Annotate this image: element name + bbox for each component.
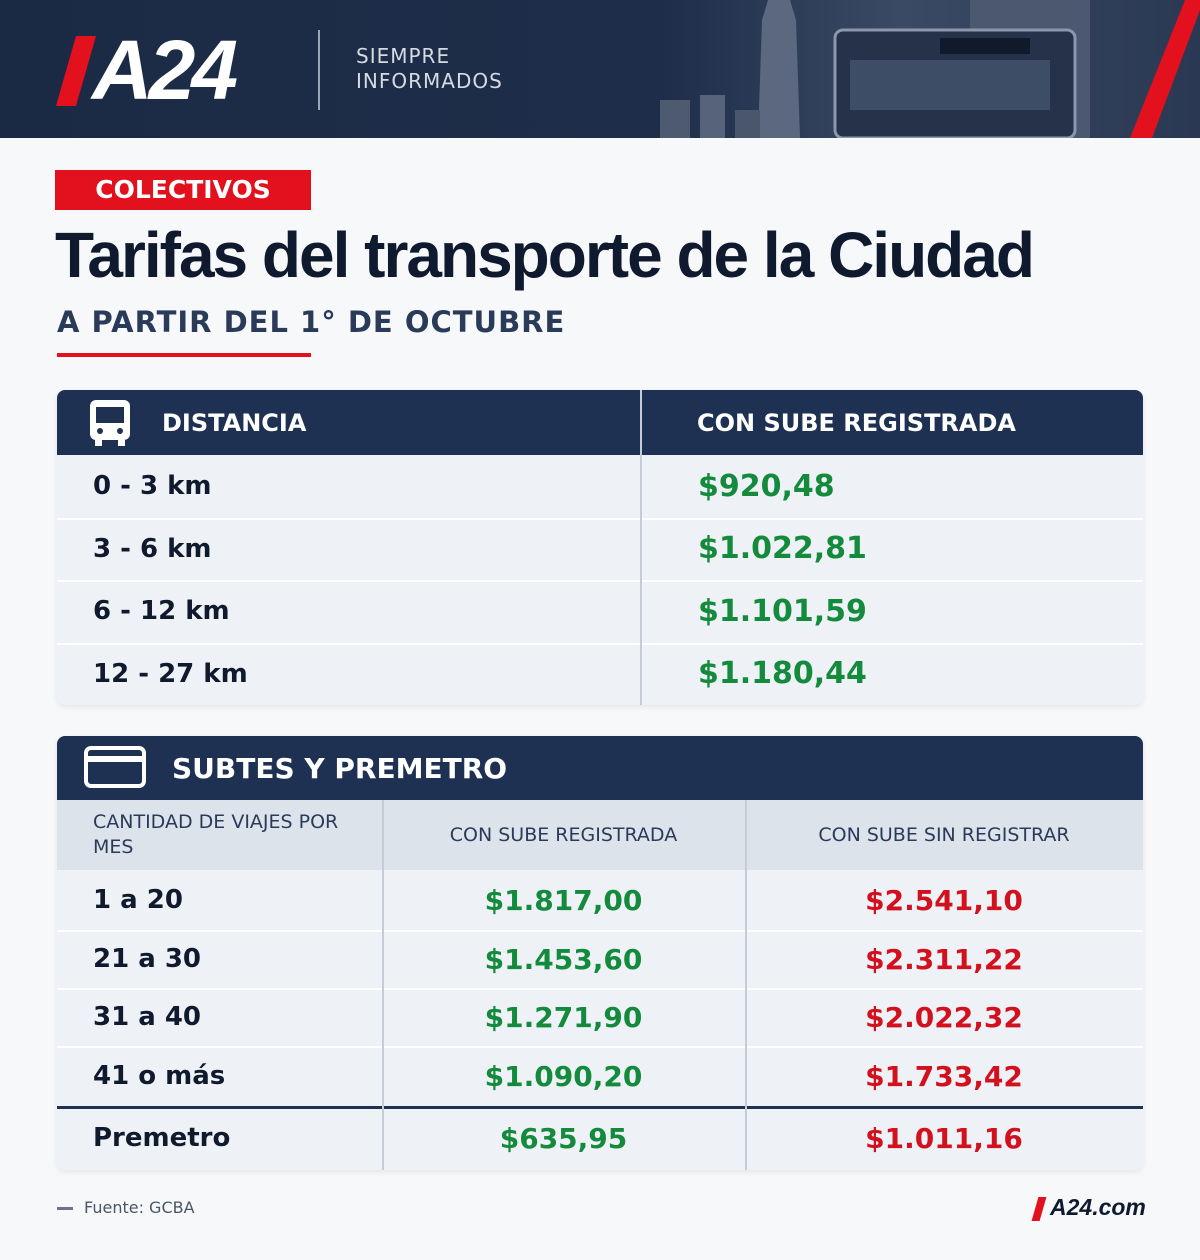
fare: $1.022,81 [698, 531, 867, 566]
source-dash [57, 1207, 73, 1210]
bus-table: DISTANCIA CON SUBE REGISTRADA 0 - 3 km $920… [57, 390, 1143, 705]
brand: A24.com [1050, 1194, 1146, 1220]
fare-registered: $1.453,60 [484, 942, 643, 976]
header-art [660, 0, 1200, 138]
section-title: SUBTES Y PREMETRO [172, 751, 508, 785]
fare-registered: $1.271,90 [484, 1000, 643, 1034]
row-divider [57, 1046, 1143, 1048]
row-divider [57, 930, 1143, 932]
subway-table: SUBTES Y PREMETRO CANTIDAD DE VIAJES POR … [57, 736, 1143, 1170]
fare-unregistered: $1.011,16 [865, 1121, 1023, 1155]
column-header: DISTANCIA [162, 408, 307, 437]
row-divider [57, 642, 1143, 645]
separator [318, 30, 320, 110]
trips: 1 a 20 [93, 885, 183, 915]
card-icon [84, 746, 146, 788]
logo-slash [55, 36, 97, 106]
logo: A24 [92, 23, 238, 117]
fare-registered: $1.817,00 [484, 883, 643, 917]
fare-unregistered: $2.022,32 [865, 1000, 1023, 1034]
fare: $1.180,44 [698, 656, 867, 691]
row-divider [57, 1106, 1143, 1109]
title: Tarifas del transporte de la Ciudad [55, 219, 1035, 291]
header-row [57, 390, 1143, 455]
fare-registered: $1.090,20 [484, 1059, 643, 1093]
brand-slash [1031, 1197, 1047, 1221]
trips: 31 a 40 [93, 1002, 202, 1032]
column-header: CON SUBE REGISTRADA [449, 824, 678, 846]
tagline: SIEMPRE [356, 44, 451, 68]
fare: $1.101,59 [698, 593, 867, 629]
source: Fuente: GCBA [84, 1198, 195, 1217]
fare: $920,48 [698, 468, 835, 504]
column-header: CON SUBE REGISTRADA [697, 408, 1016, 437]
row-divider [57, 988, 1143, 990]
category-badge: COLECTIVOS [55, 170, 311, 210]
underline [57, 353, 311, 357]
row-divider [57, 580, 1143, 582]
distance: 0 - 3 km [93, 471, 212, 501]
column-header: CON SUBE SIN REGISTRAR [818, 824, 1070, 846]
column-divider [745, 800, 747, 1170]
row-divider [57, 517, 1143, 520]
trips: 41 o más [93, 1061, 226, 1091]
distance: 12 - 27 km [93, 658, 248, 689]
fare-unregistered: $2.311,22 [865, 942, 1023, 976]
header: A24 SIEMPRE INFORMADOS [0, 0, 1200, 138]
subtitle: A PARTIR DEL 1° DE OCTUBRE [57, 305, 566, 339]
column-divider [382, 800, 384, 1170]
trips: 21 a 30 [93, 944, 202, 974]
subheader-row [57, 800, 1143, 870]
fare-unregistered: $2.541,10 [865, 883, 1023, 917]
fare-registered: $635,95 [499, 1121, 628, 1155]
trips: Premetro [93, 1123, 231, 1153]
tagline: INFORMADOS [356, 69, 503, 93]
column-divider [640, 390, 642, 705]
header-row [57, 736, 1143, 800]
distance: 3 - 6 km [93, 533, 212, 564]
distance: 6 - 12 km [93, 596, 230, 626]
fare-unregistered: $1.733,42 [865, 1059, 1023, 1093]
column-header: CANTIDAD DE VIAJES POR MES [93, 811, 339, 858]
bus-icon [90, 400, 130, 446]
